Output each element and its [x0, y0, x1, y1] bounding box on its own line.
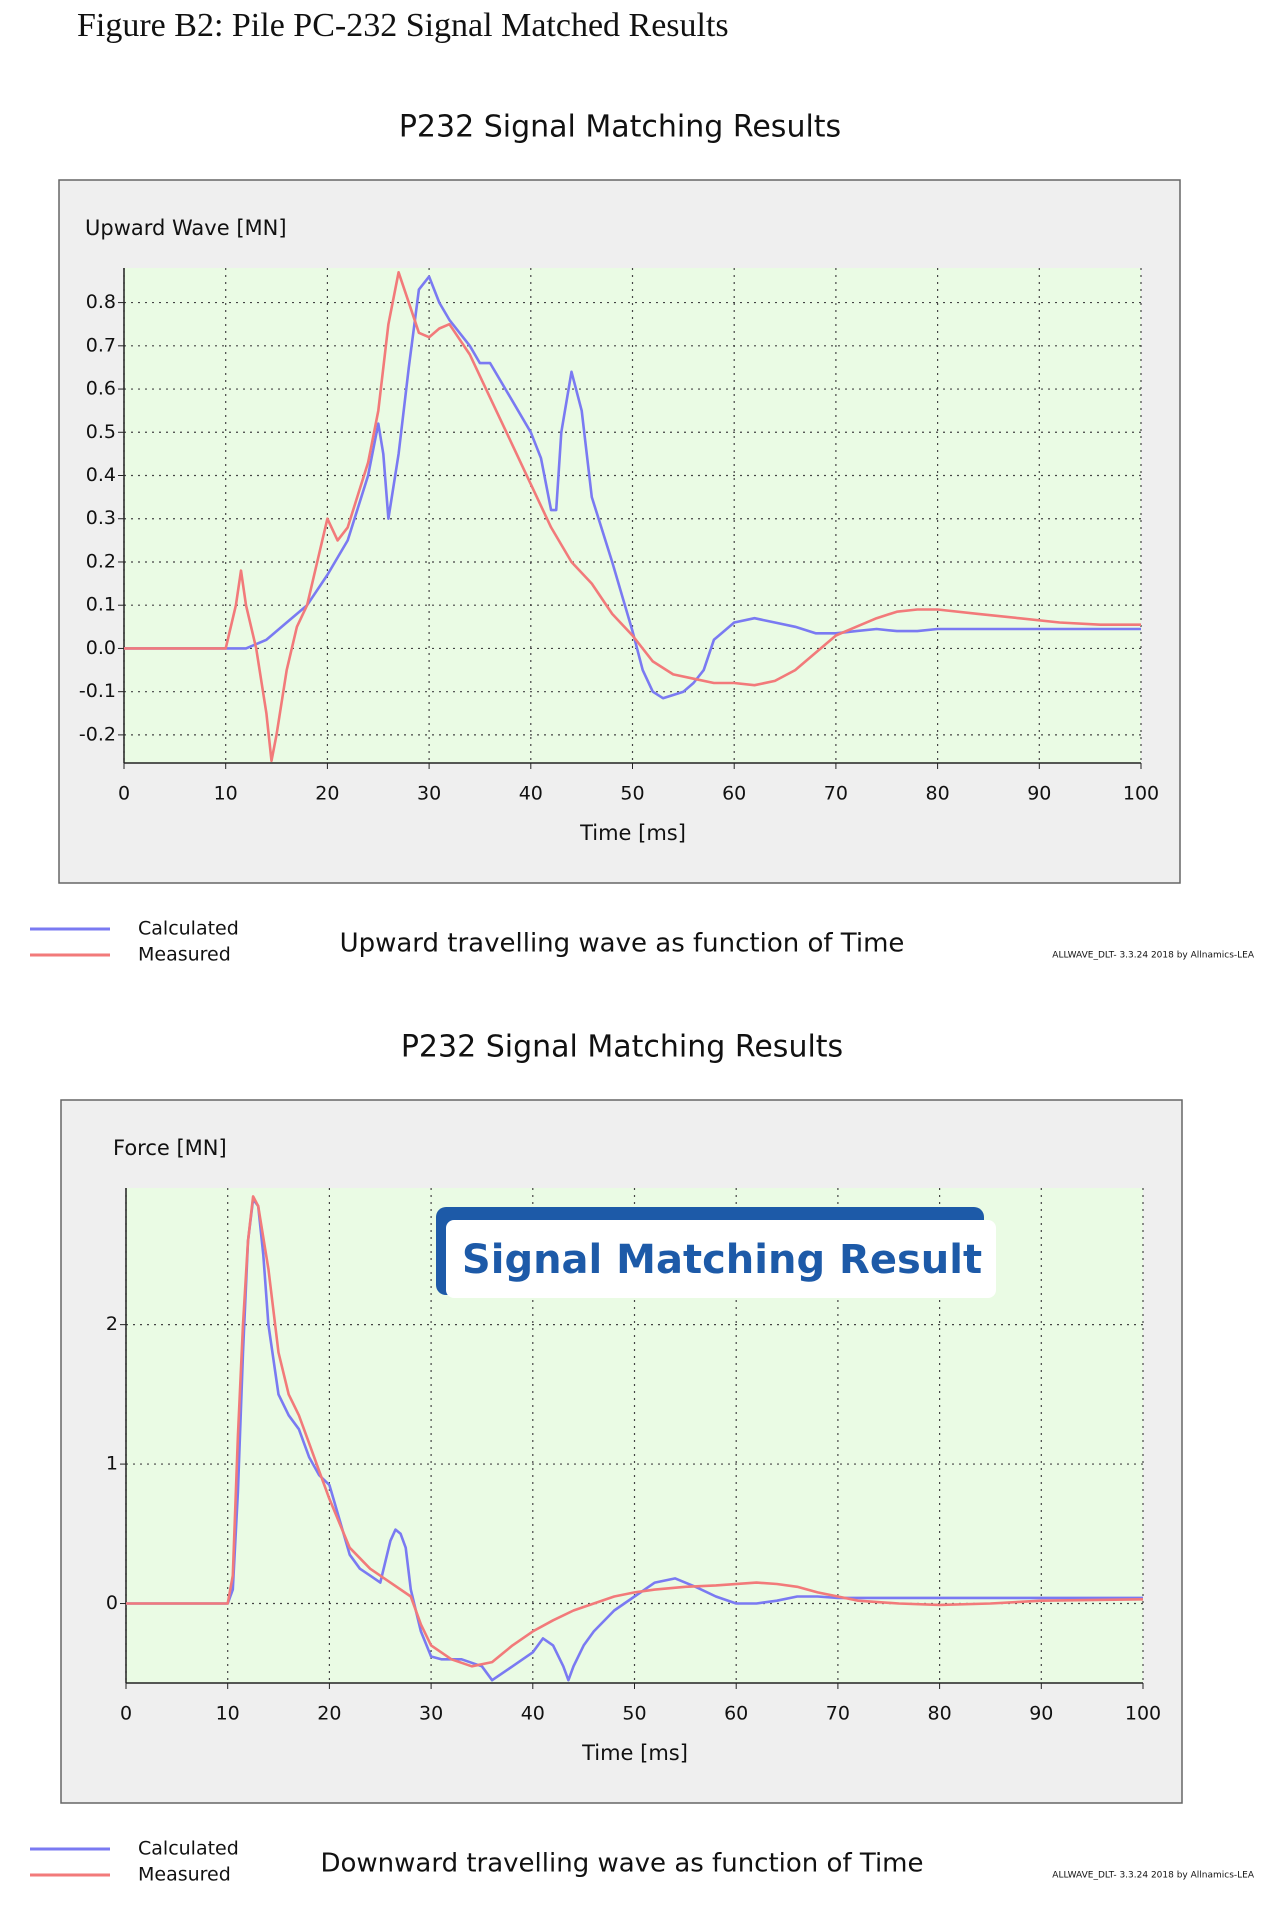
banner: [446, 1220, 996, 1298]
x-tick-label: 80: [926, 783, 950, 805]
x-tick-label: 40: [521, 1703, 545, 1725]
data-line: [126, 1197, 1143, 1682]
x-tick-label: 30: [417, 783, 441, 805]
chart: P232 Signal Matching Results Upward Wave …: [30, 110, 1255, 966]
x-tick-label: 20: [317, 1703, 341, 1725]
x-tick-label: 60: [722, 783, 746, 805]
y-tick-label: 0.8: [86, 291, 116, 313]
x-tick-label: 50: [622, 1703, 646, 1725]
y-tick-label: 0.3: [86, 507, 116, 529]
chart: P232 Signal Matching Results Force [MN] 0 1…: [30, 1030, 1255, 1886]
y-tick-label: 0.2: [86, 550, 116, 572]
x-axis-label: Time [ms]: [581, 1741, 688, 1765]
data-line: [124, 271, 1141, 763]
footnote: ALLWAVE_DLT- 3.3.24 2018 by Allnamics-LE…: [1052, 951, 1255, 961]
y-tick-label: -0.2: [79, 723, 116, 745]
data-line: [126, 1195, 1144, 1668]
banner-text: Signal Matching Result: [462, 1237, 982, 1283]
y-tick-label: 2: [106, 1313, 118, 1335]
x-tick-label: 60: [724, 1703, 748, 1725]
chart-title: P232 Signal Matching Results: [399, 110, 841, 145]
x-tick-label: 100: [1125, 1703, 1161, 1725]
x-tick-label: 0: [120, 1703, 132, 1725]
chart-subtitle: Upward travelling wave as function of Ti…: [340, 929, 905, 959]
x-tick-label: 10: [214, 783, 238, 805]
footnote: ALLWAVE_DLT- 3.3.24 2018 by Allnamics-LE…: [1052, 1871, 1255, 1881]
x-tick-label: 70: [826, 1703, 850, 1725]
x-tick-label: 50: [620, 783, 644, 805]
figure-caption: Figure B2: Pile PC-232 Signal Matched Re…: [77, 7, 729, 44]
y-tick-label: 0.0: [86, 637, 116, 659]
x-tick-label: 20: [315, 783, 339, 805]
chart-title: P232 Signal Matching Results: [401, 1030, 843, 1065]
x-tick-label: 90: [1029, 1703, 1053, 1725]
x-axis-label: Time [ms]: [579, 821, 686, 845]
legend-label: Calculated: [138, 1838, 239, 1860]
y-tick-label: -0.1: [79, 680, 116, 702]
x-tick-label: 30: [419, 1703, 443, 1725]
y-axis-label: Upward Wave [MN]: [85, 216, 287, 240]
x-tick-label: 70: [824, 783, 848, 805]
y-tick-label: 0.1: [86, 594, 116, 616]
x-tick-label: 40: [519, 783, 543, 805]
plot-area: [124, 268, 1141, 763]
x-tick-label: 100: [1123, 783, 1159, 805]
x-tick-label: 90: [1027, 783, 1051, 805]
legend-label: Measured: [138, 1864, 231, 1886]
data-line: [124, 275, 1141, 700]
y-tick-label: 0.4: [86, 464, 116, 486]
y-tick-label: 0.7: [86, 334, 116, 356]
chart-subtitle: Downward travelling wave as function of …: [320, 1849, 923, 1879]
y-tick-label: 0: [106, 1592, 118, 1614]
y-axis-label: Force [MN]: [113, 1136, 227, 1160]
x-tick-label: 80: [928, 1703, 952, 1725]
y-tick-label: 0.5: [86, 421, 116, 443]
x-tick-label: 0: [118, 783, 130, 805]
legend-label: Measured: [138, 944, 231, 966]
y-tick-label: 0.6: [86, 378, 116, 400]
legend-label: Calculated: [138, 918, 239, 940]
y-tick-label: 1: [106, 1453, 118, 1475]
x-tick-label: 10: [216, 1703, 240, 1725]
